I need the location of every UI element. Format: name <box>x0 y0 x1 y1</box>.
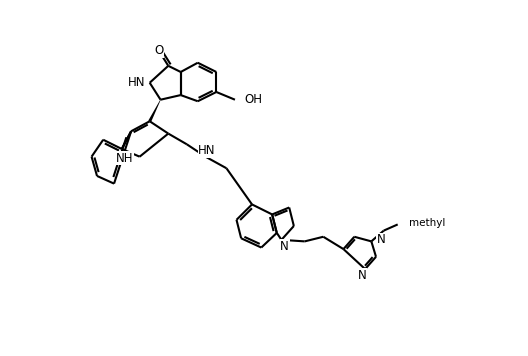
Text: N: N <box>377 233 385 246</box>
Text: HN: HN <box>199 144 216 157</box>
Polygon shape <box>148 100 161 122</box>
Text: OH: OH <box>244 93 262 106</box>
Text: NH: NH <box>116 152 134 165</box>
Text: N: N <box>357 269 366 282</box>
Text: O: O <box>154 44 164 57</box>
Text: methyl: methyl <box>409 218 445 228</box>
Text: N: N <box>280 240 289 252</box>
Text: HN: HN <box>128 76 145 89</box>
